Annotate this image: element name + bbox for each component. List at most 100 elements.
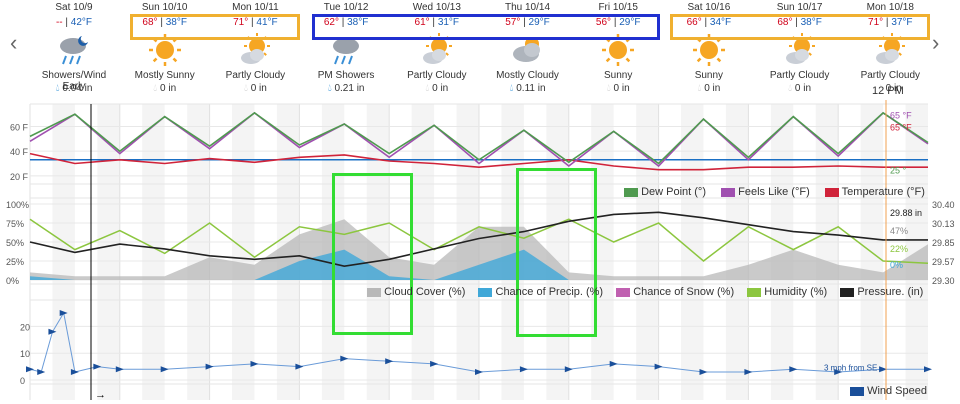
precip-amount: 0 in <box>885 83 902 94</box>
legend-precip-swatch <box>478 287 493 297</box>
legend-cloud: Cloud Cover (%) <box>384 286 466 298</box>
day-column[interactable]: Tue 10/12 62° | 38°F PM Showers 💧︎ 0.21 in <box>302 0 390 100</box>
day-column[interactable]: Sun 10/17 68° | 38°F Partly Cloudy 💧︎ 0 in <box>756 0 844 100</box>
day-precip: 💧︎ 0.21 in <box>302 83 390 94</box>
day-column[interactable]: Thu 10/14 57° | 29°F Mostly Cloudy 💧︎ 0.11 … <box>484 0 572 100</box>
day-temps: 56° | 29°F <box>595 17 641 28</box>
high-temp: 62° <box>323 17 339 28</box>
raindrop-icon: 💧︎ <box>153 83 158 94</box>
shade-band <box>815 104 839 400</box>
shade-band <box>232 104 255 400</box>
cloud-tick-left: 100% <box>6 200 29 210</box>
wind-direction-arrow <box>924 366 932 373</box>
cloud-tick-left: 25% <box>6 257 24 267</box>
next-arrow[interactable]: › <box>932 30 940 55</box>
current-dew_point-label: 25 ° <box>890 166 907 176</box>
temp-legend: Dew Point (°) Feels Like (°F) Temperatur… <box>624 186 925 198</box>
day-column[interactable]: Sat 10/9 -- | 42°F Showers/Wind Early 💧︎ 0.… <box>30 0 118 100</box>
precip-amount: 0 in <box>250 83 267 94</box>
partly-cloudy-icon <box>422 33 452 64</box>
wind-direction-arrow <box>430 360 439 367</box>
now-arrow-icon: → <box>95 389 106 401</box>
day-column[interactable]: Sat 10/16 66° | 34°F Sunny 💧︎ 0 in <box>665 0 753 100</box>
precip-amount: 0.04 in <box>62 83 93 94</box>
day-condition: Partly Cloudy <box>407 70 467 81</box>
wind-chart: 20 10 0 3 mph from SE <box>20 310 932 386</box>
current-pressure-label: 29.88 in <box>890 208 922 218</box>
legend-dewpoint: Dew Point (°) <box>641 186 706 198</box>
cloud-tick-left: 75% <box>6 219 24 229</box>
raindrop-icon: 💧︎ <box>606 83 611 94</box>
day-precip: 💧︎ 0 in <box>574 83 662 94</box>
cloud-tick-left: 50% <box>6 238 24 248</box>
wind-direction-arrow <box>879 366 888 373</box>
legend-snow-swatch <box>616 287 631 297</box>
prev-arrow[interactable]: ‹ <box>10 30 18 55</box>
dew-point-line <box>29 111 929 165</box>
low-temp: 41°F <box>256 17 278 28</box>
wind-direction-arrow <box>834 368 843 375</box>
wind-direction-arrow <box>789 366 798 373</box>
day-condition: Showers/Wind Early <box>41 70 107 92</box>
wind-direction-arrow <box>475 368 483 375</box>
day-column[interactable]: Mon 10/18 71° | 37°F Partly Cloudy 💧︎ 0 in <box>846 0 934 100</box>
low-temp: 42°F <box>70 17 93 28</box>
cloud-legend: Cloud Cover (%) Chance of Precip. (%) Ch… <box>367 286 923 298</box>
day-temps: 62° | 38°F <box>323 17 369 28</box>
current-precip-label: 0% <box>890 260 903 270</box>
high-temp: -- <box>55 17 63 28</box>
day-precip: 💧︎ 0 in <box>665 83 753 94</box>
sun-icon <box>148 34 181 66</box>
day-condition: Partly Cloudy <box>860 70 921 81</box>
day-temps: 61° | 31°F <box>414 17 460 28</box>
day-column[interactable]: Wed 10/13 61° | 31°F Partly Cloudy 💧︎ 0 in <box>393 0 481 100</box>
day-condition: Mostly Sunny <box>134 70 195 81</box>
day-column[interactable]: Fri 10/15 56° | 29°F Sunny 💧︎ 0 in <box>574 0 662 100</box>
legend-wind: Wind Speed <box>867 385 927 397</box>
wind-direction-arrow <box>26 366 34 373</box>
legend-precip: Chance of Precip. (%) <box>495 286 604 298</box>
wind-direction-arrow <box>744 368 753 375</box>
wind-direction-arrow <box>699 368 708 375</box>
wind-direction-arrow <box>115 366 124 373</box>
high-temp: 56° <box>595 17 612 28</box>
day-condition: Partly Cloudy <box>225 70 286 81</box>
cloud-tick-left: 0% <box>6 276 19 286</box>
day-column[interactable]: Sun 10/10 68° | 38°F Mostly Sunny 💧︎ 0 in <box>121 0 209 100</box>
wind-direction-arrow <box>564 366 573 373</box>
precip-amount: 0 in <box>613 83 630 94</box>
day-precip: 💧︎ 0 in <box>121 83 209 94</box>
high-temp: 66° <box>686 17 702 28</box>
low-temp: 38°F <box>347 17 369 28</box>
legend-humidity: Humidity (%) <box>764 286 828 298</box>
day-column[interactable]: Mon 10/11 71° | 41°F Partly Cloudy 💧︎ 0 in <box>211 0 299 100</box>
day-date: Mon 10/11 <box>232 2 279 13</box>
day-precip: 💧︎ 0 in <box>393 83 481 94</box>
low-temp: 29°F <box>528 17 550 28</box>
wind-direction-arrow <box>609 360 618 367</box>
raindrop-icon: 💧︎ <box>425 83 430 94</box>
day-date: Wed 10/13 <box>412 2 461 13</box>
wind-direction-arrow <box>654 363 663 370</box>
low-temp: 31°F <box>437 17 460 28</box>
legend-wind-swatch <box>850 386 864 396</box>
wind-tick-label: 10 <box>20 349 30 359</box>
precip-amount: 0 in <box>704 83 721 94</box>
wind-tick-label: 20 <box>20 322 30 332</box>
day-date: Sun 10/10 <box>141 2 188 13</box>
raindrop-icon: 💧︎ <box>878 83 883 94</box>
day-precip: 💧︎ 0 in <box>211 83 299 94</box>
wind-direction-arrow <box>385 358 394 365</box>
day-date: Thu 10/14 <box>504 2 551 13</box>
temp-tick-label: 40 F <box>10 147 29 157</box>
legend-snow: Chance of Snow (%) <box>633 286 735 298</box>
day-condition: Sunny <box>694 70 724 81</box>
legend-temperature-swatch <box>824 187 839 197</box>
partly-cloudy-icon <box>876 33 906 64</box>
temp-tick-label: 60 F <box>10 123 29 133</box>
day-temps: 71° | 41°F <box>233 17 278 28</box>
raindrop-icon: 💧︎ <box>243 83 248 94</box>
cloud-pressure-chart: 100% 75% 50% 25% 0% 30.40 30.13 29.85 29.57 29.30… <box>6 200 955 286</box>
day-condition: PM Showers <box>317 70 375 81</box>
day-date: Tue 10/12 <box>323 2 369 13</box>
